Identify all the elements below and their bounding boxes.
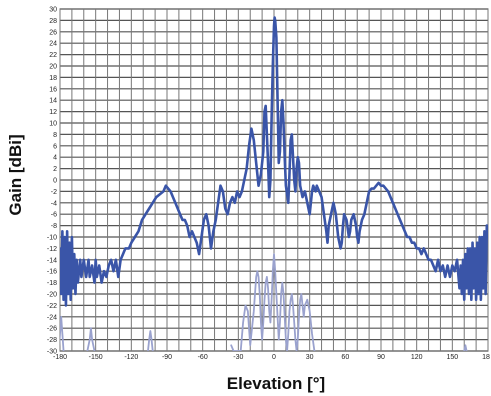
y-tick-label: -22 xyxy=(47,303,57,310)
series-line-secondary xyxy=(86,327,96,351)
y-axis-title: Gain [dBi] xyxy=(6,134,25,215)
y-tick-label: 22 xyxy=(49,52,57,59)
series-line-secondary xyxy=(60,315,65,351)
x-tick-label: -60 xyxy=(198,354,208,361)
y-tick-label: -10 xyxy=(47,235,57,242)
y-tick-label: 14 xyxy=(49,98,57,105)
y-tick-label: -16 xyxy=(47,269,57,276)
y-tick-labels: 302826242220181614121086420-2-4-6-8-10-1… xyxy=(47,7,57,356)
y-tick-label: 12 xyxy=(49,109,57,116)
y-tick-label: 4 xyxy=(53,155,57,162)
y-tick-label: 10 xyxy=(49,121,57,128)
series-line-secondary xyxy=(230,253,316,351)
series-line-secondary xyxy=(147,330,154,351)
y-tick-label: -6 xyxy=(51,212,57,219)
y-tick-label: 24 xyxy=(49,41,57,48)
y-tick-label: 2 xyxy=(53,166,57,173)
y-tick-label: -30 xyxy=(47,349,57,356)
y-tick-label: -18 xyxy=(47,280,57,287)
y-tick-label: -14 xyxy=(47,257,57,264)
x-tick-label: 120 xyxy=(411,354,423,361)
y-tick-label: 18 xyxy=(49,75,57,82)
y-tick-label: 6 xyxy=(53,143,57,150)
x-tick-label: 0 xyxy=(272,354,276,361)
x-tick-label: -30 xyxy=(233,354,243,361)
y-tick-label: -28 xyxy=(47,337,57,344)
y-tick-label: 16 xyxy=(49,86,57,93)
series-line-main xyxy=(60,16,488,307)
y-tick-label: -26 xyxy=(47,326,57,333)
x-tick-label: 30 xyxy=(306,354,314,361)
y-tick-label: 8 xyxy=(53,132,57,139)
x-axis-title: Elevation [°] xyxy=(227,374,325,393)
x-tick-label: 60 xyxy=(341,354,349,361)
y-tick-label: 26 xyxy=(49,29,57,36)
x-tick-label: 150 xyxy=(446,354,458,361)
y-tick-label: 20 xyxy=(49,64,57,71)
x-tick-label: -120 xyxy=(124,354,138,361)
x-tick-label: -150 xyxy=(89,354,103,361)
x-tick-label: -180 xyxy=(53,354,67,361)
series-line-secondary xyxy=(463,344,468,351)
x-tick-labels: -180 -150 -120 -90 -60 -30 0 30 60 90 120 150 18 xyxy=(53,354,490,361)
y-tick-label: 28 xyxy=(49,18,57,25)
y-tick-label: -2 xyxy=(51,189,57,196)
y-tick-label: 0 xyxy=(53,178,57,185)
y-tick-label: -24 xyxy=(47,314,57,321)
x-tick-label: 90 xyxy=(377,354,385,361)
x-tick-label: 18 xyxy=(482,354,490,361)
y-tick-label: -4 xyxy=(51,200,57,207)
y-tick-label: -12 xyxy=(47,246,57,253)
y-tick-label: -8 xyxy=(51,223,57,230)
y-tick-label: -20 xyxy=(47,292,57,299)
x-tick-label: -90 xyxy=(162,354,172,361)
y-tick-label: 30 xyxy=(49,7,57,14)
series-layer xyxy=(60,16,488,351)
